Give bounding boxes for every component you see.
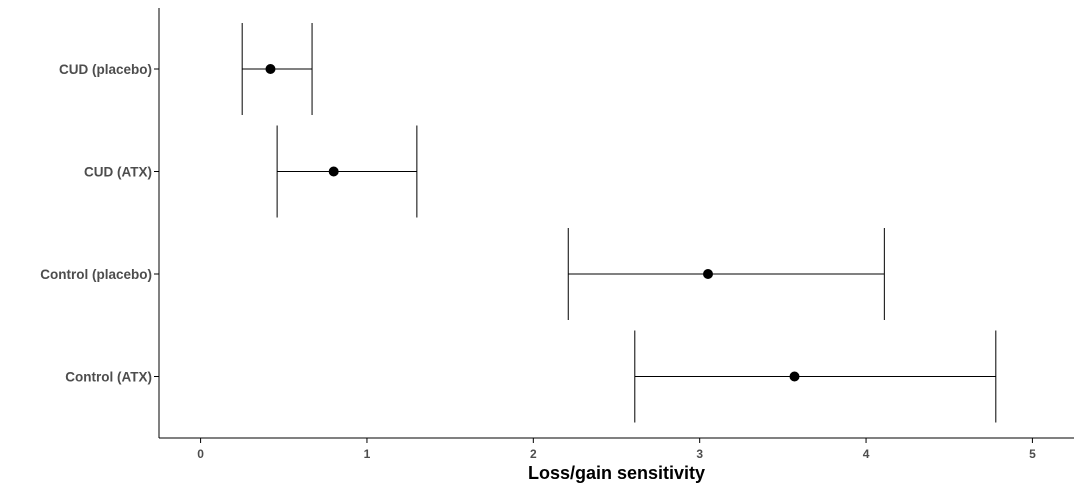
x-tick-label: 0	[197, 447, 204, 461]
category-label: Control (placebo)	[40, 267, 152, 282]
x-axis-title: Loss/gain sensitivity	[528, 463, 705, 483]
errorbar	[567, 228, 885, 320]
x-tick-label: 5	[1029, 447, 1036, 461]
category-label: CUD (ATX)	[84, 165, 152, 180]
errorbar	[634, 330, 997, 423]
errorbars	[241, 23, 997, 423]
ticks: 0 1 2 3 4 5 CUD (placebo) CUD (ATX) Control (pla…	[40, 62, 1036, 461]
point-estimate	[789, 371, 800, 382]
x-tick-label: 4	[863, 447, 870, 461]
x-tick-label: 2	[530, 447, 537, 461]
point-estimate	[703, 269, 713, 279]
category-label: CUD (placebo)	[59, 62, 152, 77]
point-estimate	[265, 64, 276, 74]
category-label: Control (ATX)	[65, 370, 152, 385]
x-tick-label: 3	[696, 447, 703, 461]
errorbar	[241, 23, 313, 115]
points	[265, 64, 800, 382]
axes	[158, 8, 1074, 439]
errorbar	[276, 125, 418, 218]
x-tick-label: 1	[364, 447, 371, 461]
point-estimate	[328, 166, 339, 177]
